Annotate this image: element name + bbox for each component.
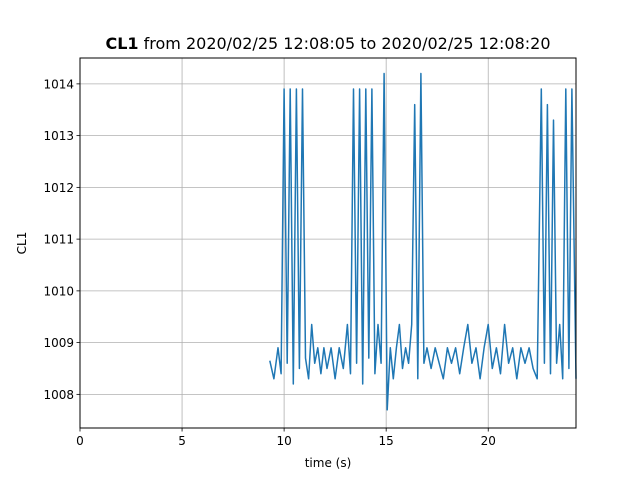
series-line-0 [269, 72, 577, 411]
chart-title: CL1 from 2020/02/25 12:08:05 to 2020/02/… [80, 34, 576, 54]
y-tick-label: 1009 [43, 336, 74, 350]
x-tick-label: 0 [76, 434, 84, 448]
y-tick-label: 1012 [43, 181, 74, 195]
y-axis-label: CL1 [15, 232, 29, 255]
y-tick-label: 1010 [43, 284, 74, 298]
y-tick-label: 1014 [43, 77, 74, 91]
plot-frame [79, 57, 577, 429]
chart-title-rest: from 2020/02/25 12:08:05 to 2020/02/25 1… [138, 34, 551, 53]
y-tick-label: 1011 [43, 233, 74, 247]
chart-title-bold: CL1 [105, 34, 139, 53]
x-tick-label: 10 [276, 434, 291, 448]
grid-layer [79, 58, 576, 428]
y-tick-label: 1008 [43, 388, 74, 402]
x-tick-label: 5 [178, 434, 186, 448]
series-layer [269, 72, 577, 411]
x-tick-label: 20 [481, 434, 496, 448]
tick-layer: 0 5 10 15 20 1008 1009 1010 1011 1012 1013 1014 [43, 77, 495, 448]
y-tick-label: 1013 [43, 129, 74, 143]
x-axis-label: time (s) [305, 456, 352, 470]
x-tick-label: 15 [379, 434, 394, 448]
